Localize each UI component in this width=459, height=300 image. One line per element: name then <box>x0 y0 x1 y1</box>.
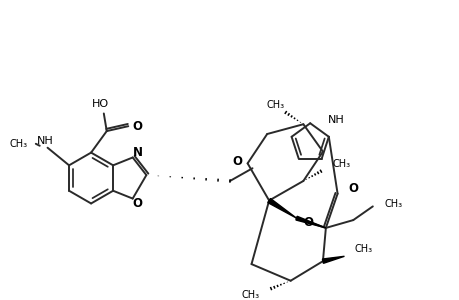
Text: NH: NH <box>37 136 54 146</box>
Text: O: O <box>132 197 142 210</box>
Polygon shape <box>295 216 325 228</box>
Text: HO: HO <box>92 99 109 109</box>
Text: N: N <box>132 146 142 159</box>
Text: O: O <box>232 155 242 168</box>
Text: O: O <box>302 216 313 229</box>
Text: CH₃: CH₃ <box>384 200 402 209</box>
Text: O: O <box>132 120 142 133</box>
Polygon shape <box>267 199 296 218</box>
Text: CH₃: CH₃ <box>266 100 285 110</box>
Polygon shape <box>322 256 344 263</box>
Text: CH₃: CH₃ <box>241 290 259 300</box>
Text: CH₃: CH₃ <box>332 159 350 169</box>
Text: CH₃: CH₃ <box>353 244 371 254</box>
Text: CH₃: CH₃ <box>10 139 28 149</box>
Text: O: O <box>347 182 358 195</box>
Text: NH: NH <box>327 115 344 125</box>
